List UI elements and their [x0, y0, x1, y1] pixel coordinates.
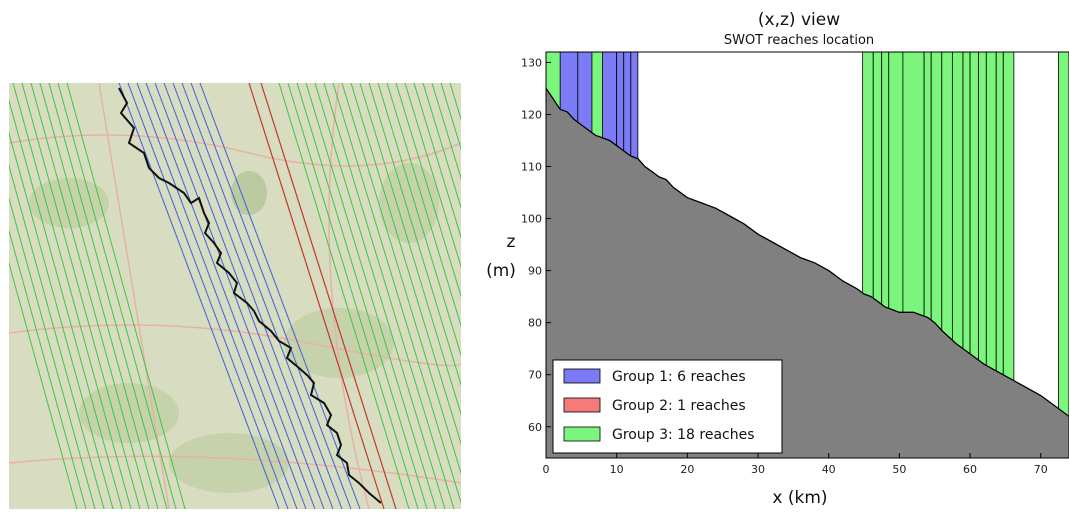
- reach-band-group-3: [1002, 52, 1015, 458]
- blue-track-line: [163, 83, 325, 509]
- blue-track-line: [154, 83, 316, 509]
- legend-label-group-2: Group 2: 1 reaches: [612, 398, 746, 414]
- x-tick-label: 20: [680, 463, 694, 476]
- green-track-line: [431, 83, 461, 180]
- reach-band-group-3: [1057, 52, 1069, 458]
- green-track-line: [12, 83, 132, 509]
- y-axis-label-line1: z: [507, 232, 516, 252]
- red-track-line: [248, 83, 385, 509]
- y-tick-label: 80: [528, 317, 542, 330]
- green-track-line: [39, 83, 159, 509]
- green-track-line: [332, 83, 461, 505]
- map-tracks: [9, 83, 461, 509]
- x-axis-label: x (km): [772, 488, 827, 508]
- legend-label-group-3: Group 3: 18 reaches: [612, 427, 755, 443]
- x-tick-label: 60: [963, 463, 977, 476]
- green-track-line: [386, 83, 461, 328]
- green-track-line: [57, 83, 177, 509]
- y-tick-label: 100: [521, 213, 542, 226]
- green-track-line: [350, 83, 461, 446]
- blue-track-line: [190, 83, 352, 509]
- red-track-line: [260, 83, 397, 509]
- blue-track-line: [136, 83, 298, 509]
- y-tick-label: 120: [521, 108, 542, 121]
- green-track-line: [9, 164, 105, 509]
- x-tick-label: 0: [543, 463, 550, 476]
- green-track-line: [422, 83, 461, 210]
- y-axis-label-line2: (m): [486, 261, 516, 281]
- green-track-line: [66, 83, 186, 509]
- x-tick-label: 50: [892, 463, 906, 476]
- y-tick-label: 60: [528, 421, 542, 434]
- map-panel: [9, 83, 461, 509]
- green-track-line: [9, 229, 87, 509]
- y-tick-label: 110: [521, 161, 542, 174]
- plot-frame: [545, 51, 1069, 459]
- green-track-line: [404, 83, 461, 269]
- green-track-line: [9, 261, 78, 509]
- chart-subtitle: SWOT reaches location: [724, 33, 874, 48]
- map-view: [9, 83, 461, 509]
- green-track-line: [305, 83, 437, 509]
- legend-swatch-group-2: [563, 397, 601, 413]
- river-course: [118, 87, 382, 504]
- x-tick-label: 30: [751, 463, 765, 476]
- green-track-line: [359, 83, 461, 416]
- x-tick-label: 70: [1034, 463, 1048, 476]
- green-track-line: [287, 83, 419, 509]
- green-track-line: [9, 196, 96, 509]
- green-track-line: [9, 99, 123, 509]
- y-tick-label: 130: [521, 56, 542, 69]
- green-track-line: [30, 83, 150, 509]
- blue-track-line: [181, 83, 343, 509]
- green-track-line: [278, 83, 410, 509]
- legend-swatch-group-3: [563, 426, 601, 442]
- legend-label-group-1: Group 1: 6 reaches: [612, 369, 746, 385]
- green-track-line: [377, 83, 461, 357]
- x-tick-label: 40: [822, 463, 836, 476]
- blue-track-line: [127, 83, 289, 509]
- chart-title: (x,z) view: [758, 10, 840, 30]
- y-tick-label: 90: [528, 265, 542, 278]
- blue-track-line: [172, 83, 334, 509]
- green-track-line: [395, 83, 461, 298]
- legend: Group 1: 6 reaches Group 2: 1 reaches Grou…: [552, 359, 783, 454]
- green-track-line: [48, 83, 168, 509]
- y-tick-label: 70: [528, 369, 542, 382]
- blue-track-line: [145, 83, 307, 509]
- green-track-line: [9, 131, 114, 509]
- green-track-line: [413, 83, 461, 239]
- green-track-line: [21, 83, 141, 509]
- map-forest-areas: [29, 163, 439, 493]
- green-track-line: [341, 83, 461, 475]
- green-track-line: [323, 83, 455, 509]
- x-tick-label: 10: [610, 463, 624, 476]
- blue-track-line: [199, 83, 361, 509]
- green-track-line: [368, 83, 461, 387]
- blue-track-line: [118, 83, 280, 509]
- green-track-line: [296, 83, 428, 509]
- green-track-line: [314, 83, 446, 509]
- legend-swatch-group-1: [563, 368, 601, 384]
- axes: 0 10 20 30 40 50 60 70 60 70 80 90 100 110 120 130: [521, 51, 1069, 476]
- terrain-profile-line: [546, 88, 1069, 417]
